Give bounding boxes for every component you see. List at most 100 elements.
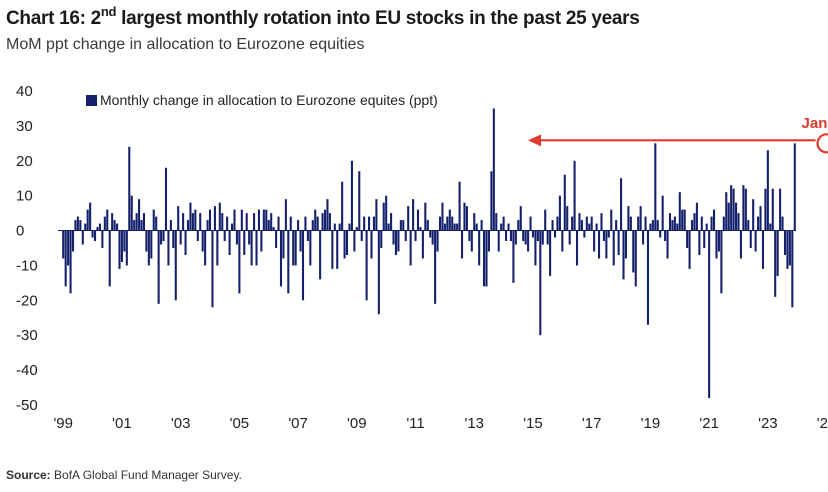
bar xyxy=(414,230,417,242)
bar xyxy=(336,230,339,269)
bar xyxy=(372,216,375,231)
bar xyxy=(536,230,539,242)
chart-svg: 40 30 20 10 0 -10 -20 -30 -40 -50 '99 '01 '03 '05 '07… xyxy=(16,83,828,432)
bar xyxy=(495,213,498,231)
bar xyxy=(612,230,615,266)
x-tick-label: '15 xyxy=(523,415,543,432)
bar xyxy=(294,230,297,266)
bar xyxy=(140,220,143,231)
bar xyxy=(735,202,738,231)
y-axis: 40 30 20 10 0 -10 -20 -30 -40 -50 xyxy=(16,83,38,414)
bar xyxy=(409,230,412,266)
bar xyxy=(615,220,618,231)
bar xyxy=(155,216,158,231)
title-superscript: nd xyxy=(100,4,117,19)
bar xyxy=(116,223,119,231)
bar xyxy=(120,230,123,262)
bar xyxy=(248,230,251,245)
bar xyxy=(348,223,351,231)
bar xyxy=(416,209,420,231)
bar xyxy=(385,195,388,231)
bar xyxy=(593,230,596,252)
x-tick-label: '11 xyxy=(406,415,424,432)
bar xyxy=(424,202,427,231)
bar xyxy=(732,188,735,231)
bar xyxy=(754,230,757,252)
y-tick-label: 20 xyxy=(16,153,33,170)
bar xyxy=(730,185,733,231)
bar xyxy=(568,230,571,245)
bar xyxy=(703,230,706,248)
bar xyxy=(89,202,92,231)
bar xyxy=(128,146,131,231)
bar xyxy=(605,230,608,259)
bar xyxy=(546,230,549,245)
x-tick-label: '23 xyxy=(758,415,778,432)
bar xyxy=(620,178,623,231)
annotation-label: Jan'25 xyxy=(802,115,828,132)
bar xyxy=(627,206,630,231)
bar xyxy=(184,230,187,255)
bar xyxy=(522,230,525,242)
bar xyxy=(465,206,468,231)
bar xyxy=(211,230,214,308)
bar xyxy=(289,216,292,231)
bar xyxy=(617,230,620,255)
bar xyxy=(774,230,777,297)
y-tick-label: -40 xyxy=(16,362,38,379)
chart-title: Chart 16: 2nd largest monthly rotation i… xyxy=(6,4,640,30)
bar xyxy=(96,227,99,231)
bar xyxy=(316,216,319,231)
title-prefix: Chart 16: 2 xyxy=(6,8,101,29)
bar xyxy=(688,230,691,269)
bar xyxy=(507,223,510,231)
bar xyxy=(639,206,642,231)
bar xyxy=(781,216,784,231)
x-tick-label: '09 xyxy=(347,415,367,432)
bar xyxy=(771,188,774,231)
annotation: Jan'25 xyxy=(528,115,828,154)
bar xyxy=(421,230,424,259)
bar xyxy=(759,206,762,231)
bar xyxy=(201,230,204,252)
bar xyxy=(377,230,380,315)
bar xyxy=(287,230,290,294)
bar xyxy=(306,230,309,242)
y-tick-label: -10 xyxy=(16,257,38,274)
bar xyxy=(438,216,442,231)
bar xyxy=(152,209,155,231)
bar xyxy=(624,230,627,259)
x-tick-label: '21 xyxy=(699,415,719,432)
x-tick-label: '03 xyxy=(171,415,191,432)
bar xyxy=(583,230,586,238)
bar xyxy=(668,213,672,231)
bar xyxy=(622,230,625,280)
bar xyxy=(580,220,583,231)
bar xyxy=(686,230,689,248)
bar xyxy=(67,230,70,266)
bar xyxy=(779,188,782,231)
bar xyxy=(164,167,168,231)
bar xyxy=(206,220,209,231)
bar xyxy=(138,199,141,231)
x-tick-label: '19 xyxy=(641,415,661,432)
bar xyxy=(199,213,202,231)
bar xyxy=(551,220,554,231)
chart-subtitle: MoM ppt change in allocation to Eurozone… xyxy=(6,36,365,53)
bar xyxy=(563,174,566,231)
bar xyxy=(419,227,422,231)
bar xyxy=(74,220,77,231)
bar xyxy=(284,199,287,231)
bar xyxy=(678,192,681,231)
bar xyxy=(478,230,481,266)
bar xyxy=(135,213,138,231)
bar xyxy=(793,143,796,231)
bar xyxy=(272,227,275,231)
bar xyxy=(370,230,373,259)
bar xyxy=(311,220,314,231)
bar xyxy=(323,209,327,231)
bar xyxy=(637,216,640,231)
bar xyxy=(651,220,654,231)
bar xyxy=(451,216,454,231)
bar xyxy=(304,216,307,231)
